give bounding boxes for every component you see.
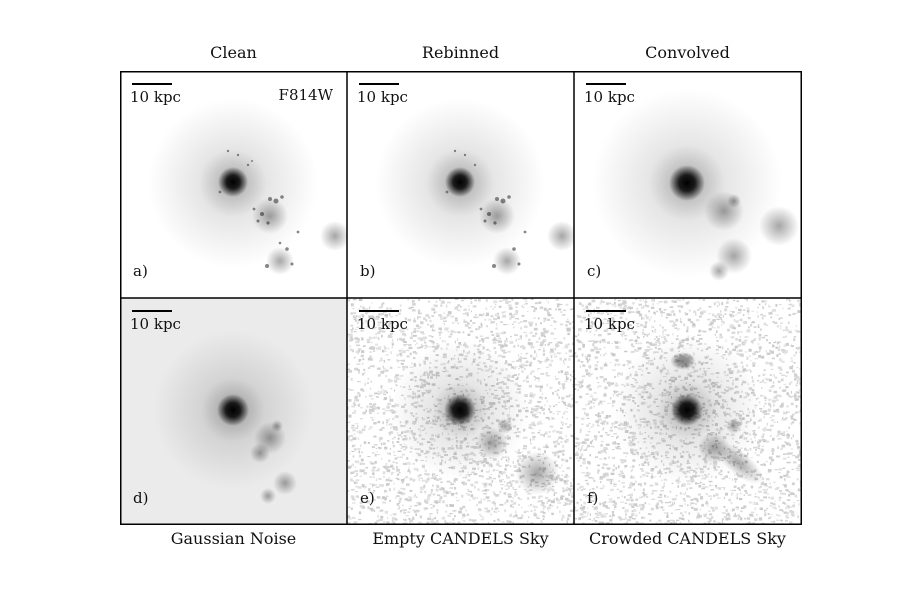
- column-title-convolved: Convolved: [645, 43, 730, 62]
- panel-b: 10 kpc b): [347, 71, 574, 298]
- panel-letter: f): [587, 489, 599, 507]
- column-title-rebinned: Rebinned: [421, 43, 500, 62]
- scale-label: 10 kpc: [584, 315, 635, 333]
- scale-bar: [359, 310, 399, 312]
- scale-label: 10 kpc: [130, 315, 181, 333]
- image-grid: 10 kpc F814W a) 10 kpc b): [120, 71, 802, 525]
- panel-f: 10 kpc f): [574, 298, 801, 525]
- scale-bar: [586, 83, 626, 85]
- scale-label: 10 kpc: [357, 88, 408, 106]
- scale-bar: [586, 310, 626, 312]
- panel-d: 10 kpc d): [120, 298, 347, 525]
- filter-label: F814W: [278, 86, 333, 104]
- scale-bar: [132, 83, 172, 85]
- panel-letter: b): [360, 262, 376, 280]
- scale-label: 10 kpc: [357, 315, 408, 333]
- scale-bar: [359, 83, 399, 85]
- panel-letter: d): [133, 489, 149, 507]
- scale-bar: [132, 310, 172, 312]
- panel-letter: c): [587, 262, 602, 280]
- panel-letter: e): [360, 489, 375, 507]
- panel-e: 10 kpc e): [347, 298, 574, 525]
- panel-a: 10 kpc F814W a): [120, 71, 347, 298]
- panel-c: 10 kpc c): [574, 71, 801, 298]
- bottom-label-crowded-candels-sky: Crowded CANDELS Sky: [589, 529, 786, 548]
- panel-letter: a): [133, 262, 148, 280]
- bottom-label-empty-candels-sky: Empty CANDELS Sky: [372, 529, 549, 548]
- scale-label: 10 kpc: [584, 88, 635, 106]
- column-title-clean: Clean: [210, 43, 257, 62]
- scale-label: 10 kpc: [130, 88, 181, 106]
- bottom-label-gaussian-noise: Gaussian Noise: [170, 529, 297, 548]
